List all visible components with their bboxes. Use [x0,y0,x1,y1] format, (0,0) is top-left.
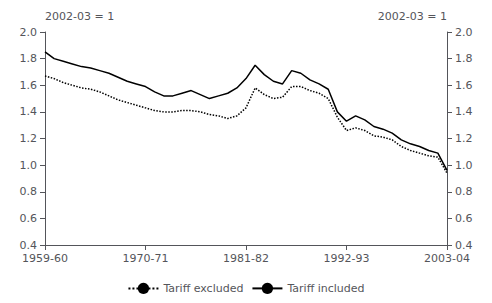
svg-text:1.2: 1.2 [455,132,473,145]
svg-text:1.6: 1.6 [455,79,473,92]
svg-text:1959-60: 1959-60 [22,252,68,265]
svg-text:0.4: 0.4 [20,239,38,252]
svg-text:1.4: 1.4 [455,105,473,118]
svg-text:2002-03 = 1: 2002-03 = 1 [378,10,447,23]
svg-text:0.4: 0.4 [455,239,473,252]
svg-text:1.0: 1.0 [20,159,38,172]
svg-text:2002-03 = 1: 2002-03 = 1 [45,10,114,23]
svg-text:2003-04: 2003-04 [424,252,470,265]
svg-text:2.0: 2.0 [455,26,473,39]
svg-text:2.0: 2.0 [20,26,38,39]
svg-text:1.8: 1.8 [20,52,38,65]
svg-text:1992-93: 1992-93 [324,252,370,265]
svg-text:1.8: 1.8 [455,52,473,65]
svg-text:0.6: 0.6 [455,212,473,225]
svg-text:1.4: 1.4 [20,105,38,118]
svg-text:1.2: 1.2 [20,132,38,145]
svg-text:Tariff included: Tariff included [286,282,364,295]
svg-text:0.8: 0.8 [20,185,38,198]
svg-text:0.6: 0.6 [20,212,38,225]
svg-text:1.0: 1.0 [455,159,473,172]
svg-text:1981-82: 1981-82 [223,252,269,265]
svg-text:1970-71: 1970-71 [123,252,169,265]
svg-text:Tariff excluded: Tariff excluded [162,282,243,295]
svg-text:0.8: 0.8 [455,185,473,198]
svg-text:1.6: 1.6 [20,79,38,92]
